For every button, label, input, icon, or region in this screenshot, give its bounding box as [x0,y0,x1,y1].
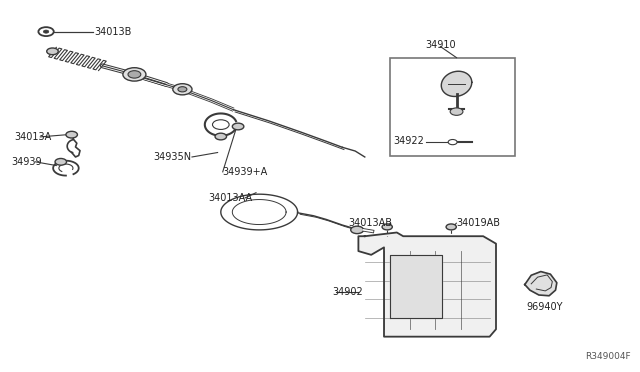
Text: 34019AB: 34019AB [456,218,500,228]
Text: 34013A: 34013A [15,132,52,142]
Text: 34013AA: 34013AA [208,193,252,203]
Bar [390,58,515,156]
Circle shape [66,131,77,138]
Circle shape [215,133,227,140]
Circle shape [178,87,187,92]
Text: 34939: 34939 [11,157,42,167]
Polygon shape [442,71,472,96]
Circle shape [351,226,364,234]
Circle shape [232,123,244,130]
Circle shape [173,84,192,95]
Text: 34939+A: 34939+A [223,167,268,177]
Circle shape [450,108,463,115]
Polygon shape [358,232,496,337]
Circle shape [47,48,58,55]
Text: R349004F: R349004F [585,352,630,361]
Circle shape [55,158,67,165]
Circle shape [382,224,392,230]
Text: 34013B: 34013B [95,27,132,36]
Text: 34922: 34922 [394,137,424,146]
Text: 96940Y: 96940Y [526,302,563,312]
Polygon shape [525,272,557,296]
Polygon shape [390,255,442,318]
Circle shape [123,68,146,81]
Text: 34935N: 34935N [154,152,192,162]
Circle shape [446,224,456,230]
Circle shape [448,140,457,145]
Circle shape [212,120,229,129]
Circle shape [44,30,49,33]
Circle shape [128,71,141,78]
Text: 34013AB: 34013AB [349,218,393,228]
Circle shape [38,27,54,36]
Text: 34902: 34902 [333,287,364,297]
Text: 34910: 34910 [425,40,456,49]
